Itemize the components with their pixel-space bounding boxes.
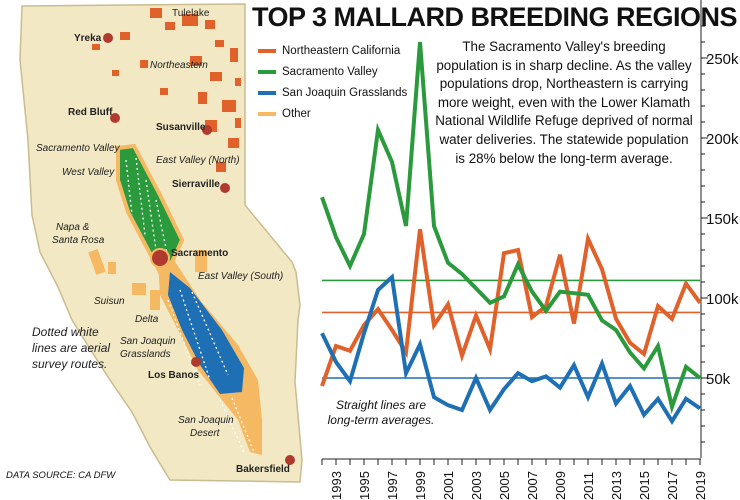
label-east-valley-south: East Valley (South)	[198, 271, 283, 282]
san-joaquin-grasslands-region	[168, 272, 244, 394]
legend-label-other: Other	[282, 107, 311, 120]
legend-item-sanjoaquin: San Joaquin Grasslands	[258, 82, 407, 103]
chart-annotation: The Sacramento Valley's breeding populat…	[435, 39, 693, 166]
northeastern-region	[92, 8, 241, 172]
label-yreka: Yreka	[74, 33, 102, 44]
x-tick-label: 2005	[497, 471, 512, 500]
legend-swatch-sacramento	[258, 69, 276, 74]
label-sierraville: Sierraville	[172, 179, 220, 190]
star-sacramento	[150, 248, 170, 268]
y-tick-label: 200k	[706, 131, 739, 148]
label-san-joaquin-desert-2: Desert	[190, 428, 221, 439]
y-tick-label: 50k	[706, 371, 731, 388]
x-tick-label: 1997	[385, 471, 400, 500]
chart-legend: Northeastern California Sacramento Valle…	[258, 40, 407, 124]
chart-title: TOP 3 MALLARD BREEDING REGIONS	[252, 2, 738, 32]
map-note-line1: Dotted white	[32, 325, 99, 339]
x-tick-label: 2007	[525, 471, 540, 500]
legend-swatch-sanjoaquin	[258, 90, 276, 95]
x-tick-label: 1995	[357, 471, 372, 500]
label-sacramento: Sacramento	[171, 248, 228, 259]
label-suisun: Suisun	[94, 296, 125, 307]
other-small-regions	[88, 249, 207, 310]
x-tick-label: 2001	[441, 471, 456, 500]
label-sacramento-valley: Sacramento Valley	[36, 143, 121, 154]
y-tick-label: 150k	[706, 211, 739, 228]
series-line	[320, 41, 702, 414]
legend-label-sanjoaquin: San Joaquin Grasslands	[282, 86, 408, 99]
label-east-valley-north: East Valley (North)	[156, 155, 240, 166]
x-tick-label: 2017	[665, 471, 680, 500]
label-bakersfield: Bakersfield	[236, 464, 290, 475]
legend-swatch-other	[258, 111, 276, 116]
legend-label-northeastern: Northeastern California	[282, 44, 401, 57]
star-yreka	[103, 33, 113, 43]
label-san-joaquin-desert-1: San Joaquin	[178, 415, 234, 426]
star-sierraville	[220, 183, 230, 193]
y-tick-label: 100k	[706, 291, 739, 308]
label-napa-santa-rosa-1: Napa &	[56, 222, 90, 233]
label-tulelake: Tulelake	[172, 8, 210, 19]
x-tick-label: 2013	[609, 471, 624, 500]
label-red-bluff: Red Bluff	[68, 107, 113, 118]
legend-item-sacramento: Sacramento Valley	[258, 61, 407, 82]
legend-swatch-northeastern	[258, 48, 276, 53]
series-line	[320, 273, 702, 425]
x-tick-label: 2019	[693, 471, 708, 500]
legend-label-sacramento: Sacramento Valley	[282, 65, 378, 78]
x-tick-label: 2015	[637, 471, 652, 500]
label-san-joaquin-grasslands-1: San Joaquin	[120, 336, 176, 347]
x-tick-label: 2011	[581, 472, 596, 500]
california-map: Tulelake Yreka Northeastern Red Bluff Su…	[19, 3, 303, 483]
map-note-line3: survey routes.	[32, 357, 107, 371]
city-stars	[103, 33, 295, 465]
map-note-line2: lines are aerial	[32, 341, 110, 355]
survey-routes-san-joaquin	[167, 289, 255, 453]
x-tick-label: 2003	[469, 471, 484, 500]
y-tick-label: 250k	[706, 51, 739, 68]
survey-routes-sacramento	[125, 157, 169, 259]
x-tick-label: 2009	[553, 471, 568, 500]
star-susanville	[202, 125, 212, 135]
label-napa-santa-rosa-2: Santa Rosa	[52, 235, 105, 246]
longterm-average-note: Straight lines are long-term averages.	[327, 398, 435, 427]
legend-item-northeastern: Northeastern California	[258, 40, 407, 61]
label-west-valley: West Valley	[62, 167, 115, 178]
star-red-bluff	[110, 113, 120, 123]
label-susanville: Susanville	[156, 122, 206, 133]
star-bakersfield	[285, 455, 295, 465]
data-source: DATA SOURCE: CA DFW	[6, 470, 116, 481]
legend-item-other: Other	[258, 103, 407, 124]
x-tick-label: 1993	[329, 471, 344, 500]
label-northeastern: Northeastern	[150, 60, 208, 71]
x-tick-label: 1999	[413, 471, 428, 500]
label-san-joaquin-grasslands-2: Grasslands	[120, 349, 171, 360]
star-los-banos	[191, 357, 201, 367]
series-line	[320, 228, 702, 387]
label-los-banos: Los Banos	[148, 370, 200, 381]
label-delta: Delta	[135, 314, 159, 325]
